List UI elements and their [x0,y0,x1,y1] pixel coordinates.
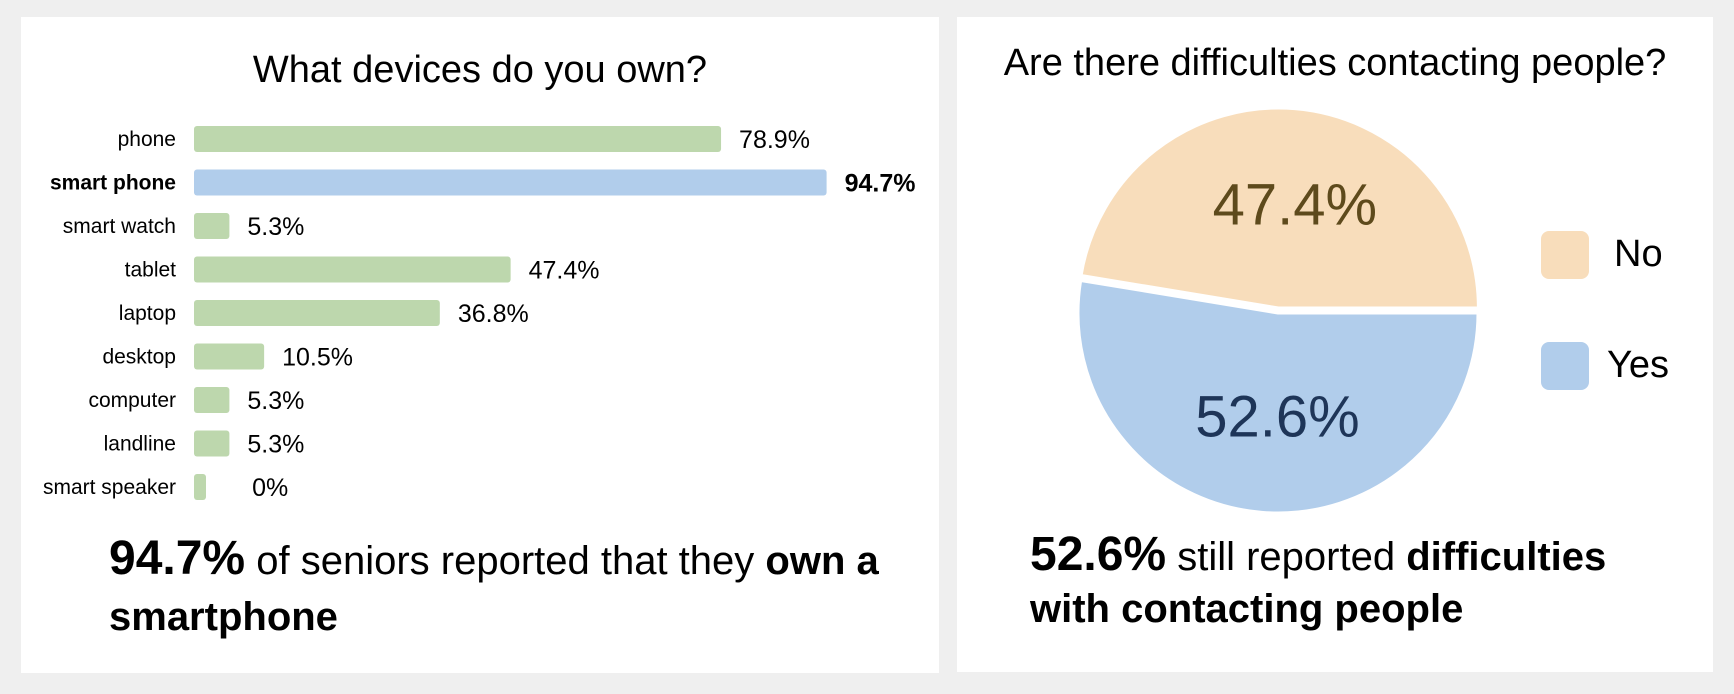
contact-chart-panel: Are there difficulties contacting people… [957,17,1713,672]
bar-label-smart-phone: smart phone [50,172,176,195]
contact-caption-bold: difficulties with contacting people [1030,535,1607,631]
contact-caption-text: still reported [1166,535,1407,579]
devices-chart-panel: What devices do you own? phone 78.9% smart… [21,17,939,673]
bar-smart-speaker [194,474,206,500]
bar-value-desktop: 10.5% [282,344,353,372]
bar-label-smart-speaker: smart speaker [43,476,176,499]
bar-value-smart-watch: 5.3% [247,213,304,241]
bar-label-computer: computer [88,389,176,412]
legend-swatch-no [1541,231,1589,279]
contact-pie-chart: 47.4% 52.6% [1076,106,1480,515]
devices-caption-bold: own a smartphone [109,539,879,639]
bar-landline [194,430,230,457]
pie-value-no: 47.4% [1213,172,1377,237]
legend-swatch-yes [1541,342,1589,390]
bar-tablet [194,256,511,283]
bar-label-smart-watch: smart watch [63,215,176,238]
bar-value-phone: 78.9% [739,126,810,154]
bar-desktop [194,343,265,370]
bar-value-tablet: 47.4% [529,257,600,285]
bar-label-laptop: laptop [119,302,176,325]
bar-smart-phone [194,169,827,196]
contact-caption: 52.6% still reported difficulties with c… [1030,529,1690,635]
bar-computer [194,387,230,413]
contact-chart-title: Are there difficulties contacting people… [1003,42,1667,84]
bar-label-desktop: desktop [102,346,176,369]
contact-caption-value: 52.6% [1030,528,1167,581]
legend-label-yes: Yes [1607,344,1669,386]
bar-value-smart-speaker: 0% [252,474,288,502]
bar-label-phone: phone [118,128,176,151]
pie-value-yes: 52.6% [1195,385,1359,450]
devices-bar-chart: phone 78.9% smart phone 94.7% smart watch 5.3… [43,126,916,502]
bar-label-tablet: tablet [125,259,177,282]
pie-slice-no [1079,106,1480,310]
devices-chart-title: What devices do you own? [252,49,708,91]
bar-laptop [194,300,440,326]
devices-caption: 94.7% of seniors reported that they own … [109,531,909,645]
bar-phone [194,126,722,152]
devices-caption-value: 94.7% [109,532,246,585]
bar-label-landline: landline [104,433,176,456]
bar-value-laptop: 36.8% [458,300,529,328]
legend-label-no: No [1614,233,1663,275]
bar-value-smart-phone: 94.7% [845,170,916,198]
bar-value-landline: 5.3% [247,431,304,459]
bar-value-computer: 5.3% [247,387,304,415]
bar-smart-watch [194,213,230,239]
devices-caption-text: of seniors reported that they [245,539,766,583]
pie-slice-yes [1076,278,1480,515]
